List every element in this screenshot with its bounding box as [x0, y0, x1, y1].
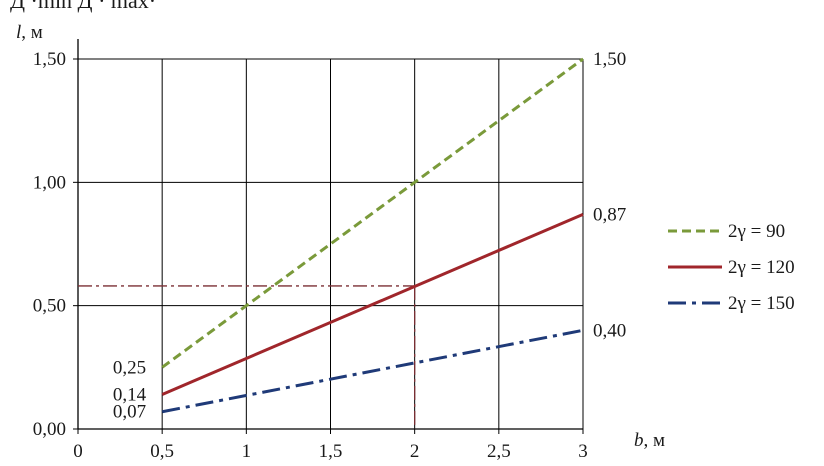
value-label: 0,40	[593, 320, 626, 341]
value-label: 1,50	[593, 49, 626, 70]
y-tick-label: 0,50	[33, 296, 66, 317]
page-header-fragment: Д ·min Д · max·	[10, 0, 157, 13]
value-label: 0,14	[113, 384, 147, 405]
legend-label-2: 2γ = 120	[728, 257, 795, 278]
x-tick-label: 3	[578, 441, 588, 462]
value-label: 0,87	[593, 204, 626, 225]
series-line-3	[161, 328, 584, 414]
y-tick-label: 1,00	[33, 172, 66, 193]
y-tick-label: 0,00	[33, 419, 66, 440]
value-label: 0,07	[113, 402, 146, 423]
series-line-2	[161, 213, 584, 396]
x-axis-label: b, м	[634, 430, 665, 451]
x-tick-label: 2,5	[487, 441, 511, 462]
y-tick-label: 1,50	[33, 49, 66, 70]
x-tick-label: 0	[73, 441, 83, 462]
y-axis-label: l, м	[16, 22, 43, 43]
x-tick-label: 1	[242, 441, 252, 462]
legend-label-3: 2γ = 150	[728, 293, 795, 314]
x-tick-label: 0,5	[150, 441, 174, 462]
legend-label-1: 2γ = 90	[728, 221, 785, 242]
series-line-1	[161, 57, 584, 369]
x-tick-label: 2	[410, 441, 420, 462]
value-label: 0,25	[113, 357, 146, 378]
x-tick-label: 1,5	[319, 441, 343, 462]
